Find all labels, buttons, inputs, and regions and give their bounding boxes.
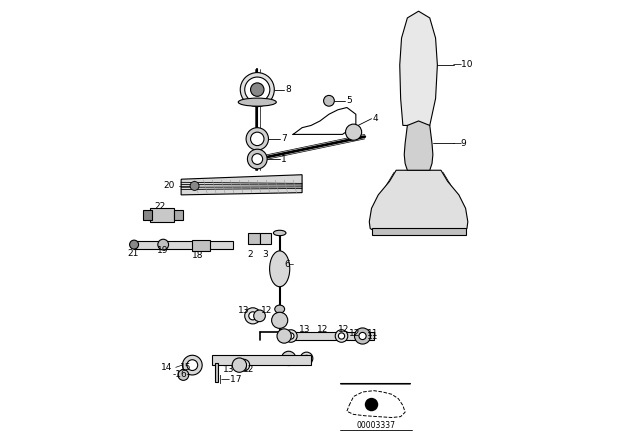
Circle shape <box>251 83 264 96</box>
Text: 22: 22 <box>154 202 166 211</box>
Text: 6: 6 <box>284 260 290 269</box>
Circle shape <box>324 95 334 106</box>
Text: 13: 13 <box>299 325 310 334</box>
Polygon shape <box>400 11 437 125</box>
Circle shape <box>244 308 261 324</box>
Text: |—17: |—17 <box>220 375 243 384</box>
Circle shape <box>249 312 257 320</box>
Text: 15: 15 <box>180 363 191 372</box>
Text: —10: —10 <box>452 60 473 69</box>
Text: 14: 14 <box>161 363 172 372</box>
Bar <box>248 233 260 244</box>
Text: 12: 12 <box>317 325 328 334</box>
Text: 19: 19 <box>157 246 168 255</box>
Bar <box>371 228 466 235</box>
Circle shape <box>158 239 168 250</box>
Circle shape <box>277 329 291 343</box>
Circle shape <box>244 77 270 102</box>
Circle shape <box>335 330 348 342</box>
Bar <box>150 208 174 222</box>
Text: 12: 12 <box>349 329 360 338</box>
Bar <box>284 332 374 340</box>
Text: 2: 2 <box>248 250 253 259</box>
Bar <box>212 355 311 365</box>
Circle shape <box>285 330 297 342</box>
Bar <box>215 363 218 382</box>
Circle shape <box>300 352 313 365</box>
Circle shape <box>288 333 294 339</box>
Text: 00003337: 00003337 <box>356 421 396 430</box>
Text: 5: 5 <box>346 96 352 105</box>
Circle shape <box>232 358 246 372</box>
Text: —9: —9 <box>452 139 467 148</box>
Bar <box>143 210 152 220</box>
Circle shape <box>251 132 264 146</box>
Circle shape <box>355 328 371 344</box>
Text: 11: 11 <box>367 332 378 340</box>
Bar <box>134 241 233 249</box>
Circle shape <box>253 310 266 322</box>
Ellipse shape <box>273 230 286 236</box>
Text: 8: 8 <box>285 85 291 94</box>
Text: 3: 3 <box>262 250 268 259</box>
Circle shape <box>187 360 198 370</box>
Bar <box>260 233 271 244</box>
Circle shape <box>346 124 362 140</box>
Text: 11: 11 <box>367 329 378 338</box>
Circle shape <box>246 128 269 150</box>
Bar <box>192 240 210 251</box>
Circle shape <box>271 312 288 328</box>
Text: 4: 4 <box>372 114 378 123</box>
Polygon shape <box>404 121 433 170</box>
Text: 21: 21 <box>127 249 139 258</box>
Circle shape <box>303 355 310 362</box>
Polygon shape <box>369 170 468 234</box>
Circle shape <box>252 154 262 164</box>
Ellipse shape <box>275 305 285 313</box>
Circle shape <box>178 370 189 380</box>
Text: 20: 20 <box>163 181 174 190</box>
Circle shape <box>190 181 199 190</box>
Text: 12: 12 <box>243 365 254 374</box>
Text: 12: 12 <box>261 306 272 314</box>
Text: -16-: -16- <box>172 370 190 379</box>
Text: 18: 18 <box>193 251 204 260</box>
Circle shape <box>339 333 345 339</box>
Text: 12: 12 <box>338 325 349 334</box>
Circle shape <box>359 332 366 340</box>
Ellipse shape <box>269 251 290 287</box>
Circle shape <box>130 240 139 249</box>
Circle shape <box>240 73 275 107</box>
Ellipse shape <box>238 98 276 106</box>
Circle shape <box>282 351 296 366</box>
Circle shape <box>182 355 202 375</box>
Text: 1: 1 <box>281 155 287 164</box>
Text: 13: 13 <box>238 306 250 314</box>
PathPatch shape <box>181 175 302 195</box>
Text: 7: 7 <box>281 134 287 143</box>
Text: 13: 13 <box>223 365 235 374</box>
Circle shape <box>248 149 267 169</box>
Bar <box>174 210 184 220</box>
Circle shape <box>238 359 250 371</box>
Circle shape <box>365 398 378 411</box>
